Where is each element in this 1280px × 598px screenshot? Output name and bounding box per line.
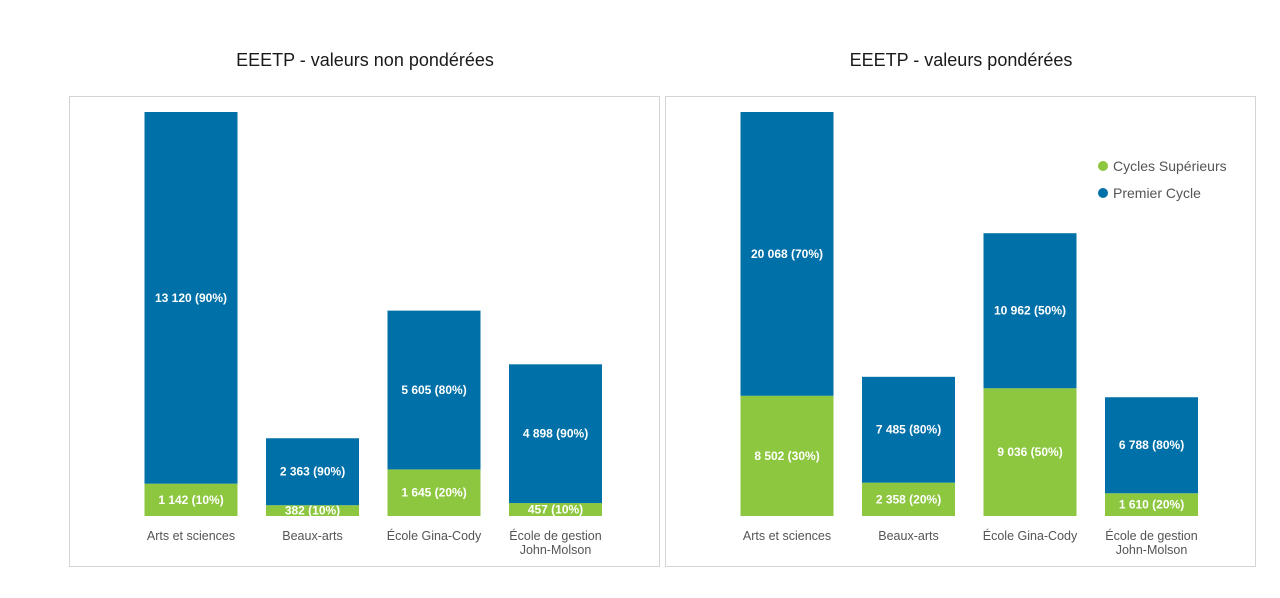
weighted-data-label-cycles-superieurs-2: 2 358 (20%): [876, 492, 941, 506]
unweighted-data-label-cycles-superieurs-1: 1 142 (10%): [158, 493, 223, 507]
weighted-category-label-2: Beaux-arts: [878, 529, 938, 543]
unweighted-data-label-cycles-superieurs-4: 457 (10%): [528, 503, 583, 517]
weighted-bar-cycles-superieurs-3[interactable]: [983, 388, 1077, 516]
unweighted-bar-cycles-superieurs-2[interactable]: [266, 505, 359, 516]
weighted-bar-premier-cycle-1[interactable]: [740, 112, 834, 396]
weighted-category-label-3: École Gina-Cody: [983, 528, 1078, 543]
legend-dot-cycles-superieurs: [1098, 160, 1108, 171]
unweighted-category-label-3: École Gina-Cody: [387, 528, 482, 543]
legend-label-cycles-superieurs: Cycles Supérieurs: [1113, 157, 1227, 174]
unweighted-bar-premier-cycle-4[interactable]: [509, 364, 602, 504]
unweighted-data-label-cycles-superieurs-3: 1 645 (20%): [401, 486, 466, 500]
weighted-data-label-cycles-superieurs-4: 1 610 (20%): [1119, 498, 1184, 512]
unweighted-category-label-1: Arts et sciences: [147, 529, 235, 543]
unweighted-bar-premier-cycle-3[interactable]: [387, 310, 481, 470]
legend-label-premier-cycle: Premier Cycle: [1113, 184, 1201, 201]
weighted-data-label-premier-cycle-4: 6 788 (80%): [1119, 438, 1184, 452]
weighted-data-label-premier-cycle-1: 20 068 (70%): [751, 247, 823, 261]
weighted-bar-premier-cycle-2[interactable]: [862, 376, 955, 483]
weighted-data-label-premier-cycle-2: 7 485 (80%): [876, 423, 941, 437]
unweighted-bar-cycles-superieurs-3[interactable]: [387, 469, 481, 516]
unweighted-data-label-premier-cycle-3: 5 605 (80%): [401, 383, 466, 397]
unweighted-bar-cycles-superieurs-1[interactable]: [144, 483, 238, 516]
weighted-bar-cycles-superieurs-2[interactable]: [862, 482, 955, 516]
chart-panel-weighted: 8 502 (30%) 20 068 (70%) Arts et sciences 2…: [665, 96, 1256, 567]
legend-item-cycles-superieurs[interactable]: Cycles Supérieurs: [1098, 152, 1227, 179]
chart-weighted: 8 502 (30%) 20 068 (70%) Arts et sciences 2…: [740, 112, 1198, 557]
chart-title-unweighted: EEETP - valeurs non pondérées: [236, 50, 494, 70]
unweighted-data-label-premier-cycle-4: 4 898 (90%): [523, 427, 588, 441]
chart-panel-unweighted: 1 142 (10%) 13 120 (90%) Arts et sciences 3…: [69, 96, 660, 567]
unweighted-data-label-cycles-superieurs-2: 382 (10%): [285, 504, 340, 518]
unweighted-bar-cycles-superieurs-4[interactable]: [509, 503, 602, 516]
weighted-category-label-1: Arts et sciences: [743, 529, 831, 543]
unweighted-category-label-2: Beaux-arts: [282, 529, 342, 543]
legend-dot-premier-cycle: [1098, 187, 1108, 198]
unweighted-bar-premier-cycle-1[interactable]: [144, 112, 238, 484]
weighted-bar-cycles-superieurs-4[interactable]: [1105, 493, 1198, 516]
weighted-bar-premier-cycle-4[interactable]: [1105, 397, 1198, 494]
unweighted-category-label-4: École de gestion John-Molson: [509, 528, 601, 557]
unweighted-data-label-premier-cycle-2: 2 363 (90%): [280, 465, 345, 479]
weighted-bar-cycles-superieurs-1[interactable]: [740, 395, 834, 516]
unweighted-data-label-premier-cycle-1: 13 120 (90%): [155, 291, 227, 305]
weighted-data-label-cycles-superieurs-1: 8 502 (30%): [754, 449, 819, 463]
chart-unweighted: 1 142 (10%) 13 120 (90%) Arts et sciences 3…: [144, 112, 602, 557]
weighted-bar-premier-cycle-3[interactable]: [983, 233, 1077, 389]
legend-item-premier-cycle[interactable]: Premier Cycle: [1098, 179, 1227, 206]
chart-title-weighted: EEETP - valeurs pondérées: [849, 50, 1073, 70]
weighted-data-label-premier-cycle-3: 10 962 (50%): [994, 304, 1066, 318]
chart-legend: Cycles Supérieurs Premier Cycle: [1098, 152, 1227, 206]
weighted-data-label-cycles-superieurs-3: 9 036 (50%): [997, 445, 1062, 459]
unweighted-bar-premier-cycle-2[interactable]: [266, 438, 359, 506]
weighted-category-label-4: École de gestion John-Molson: [1105, 528, 1197, 557]
